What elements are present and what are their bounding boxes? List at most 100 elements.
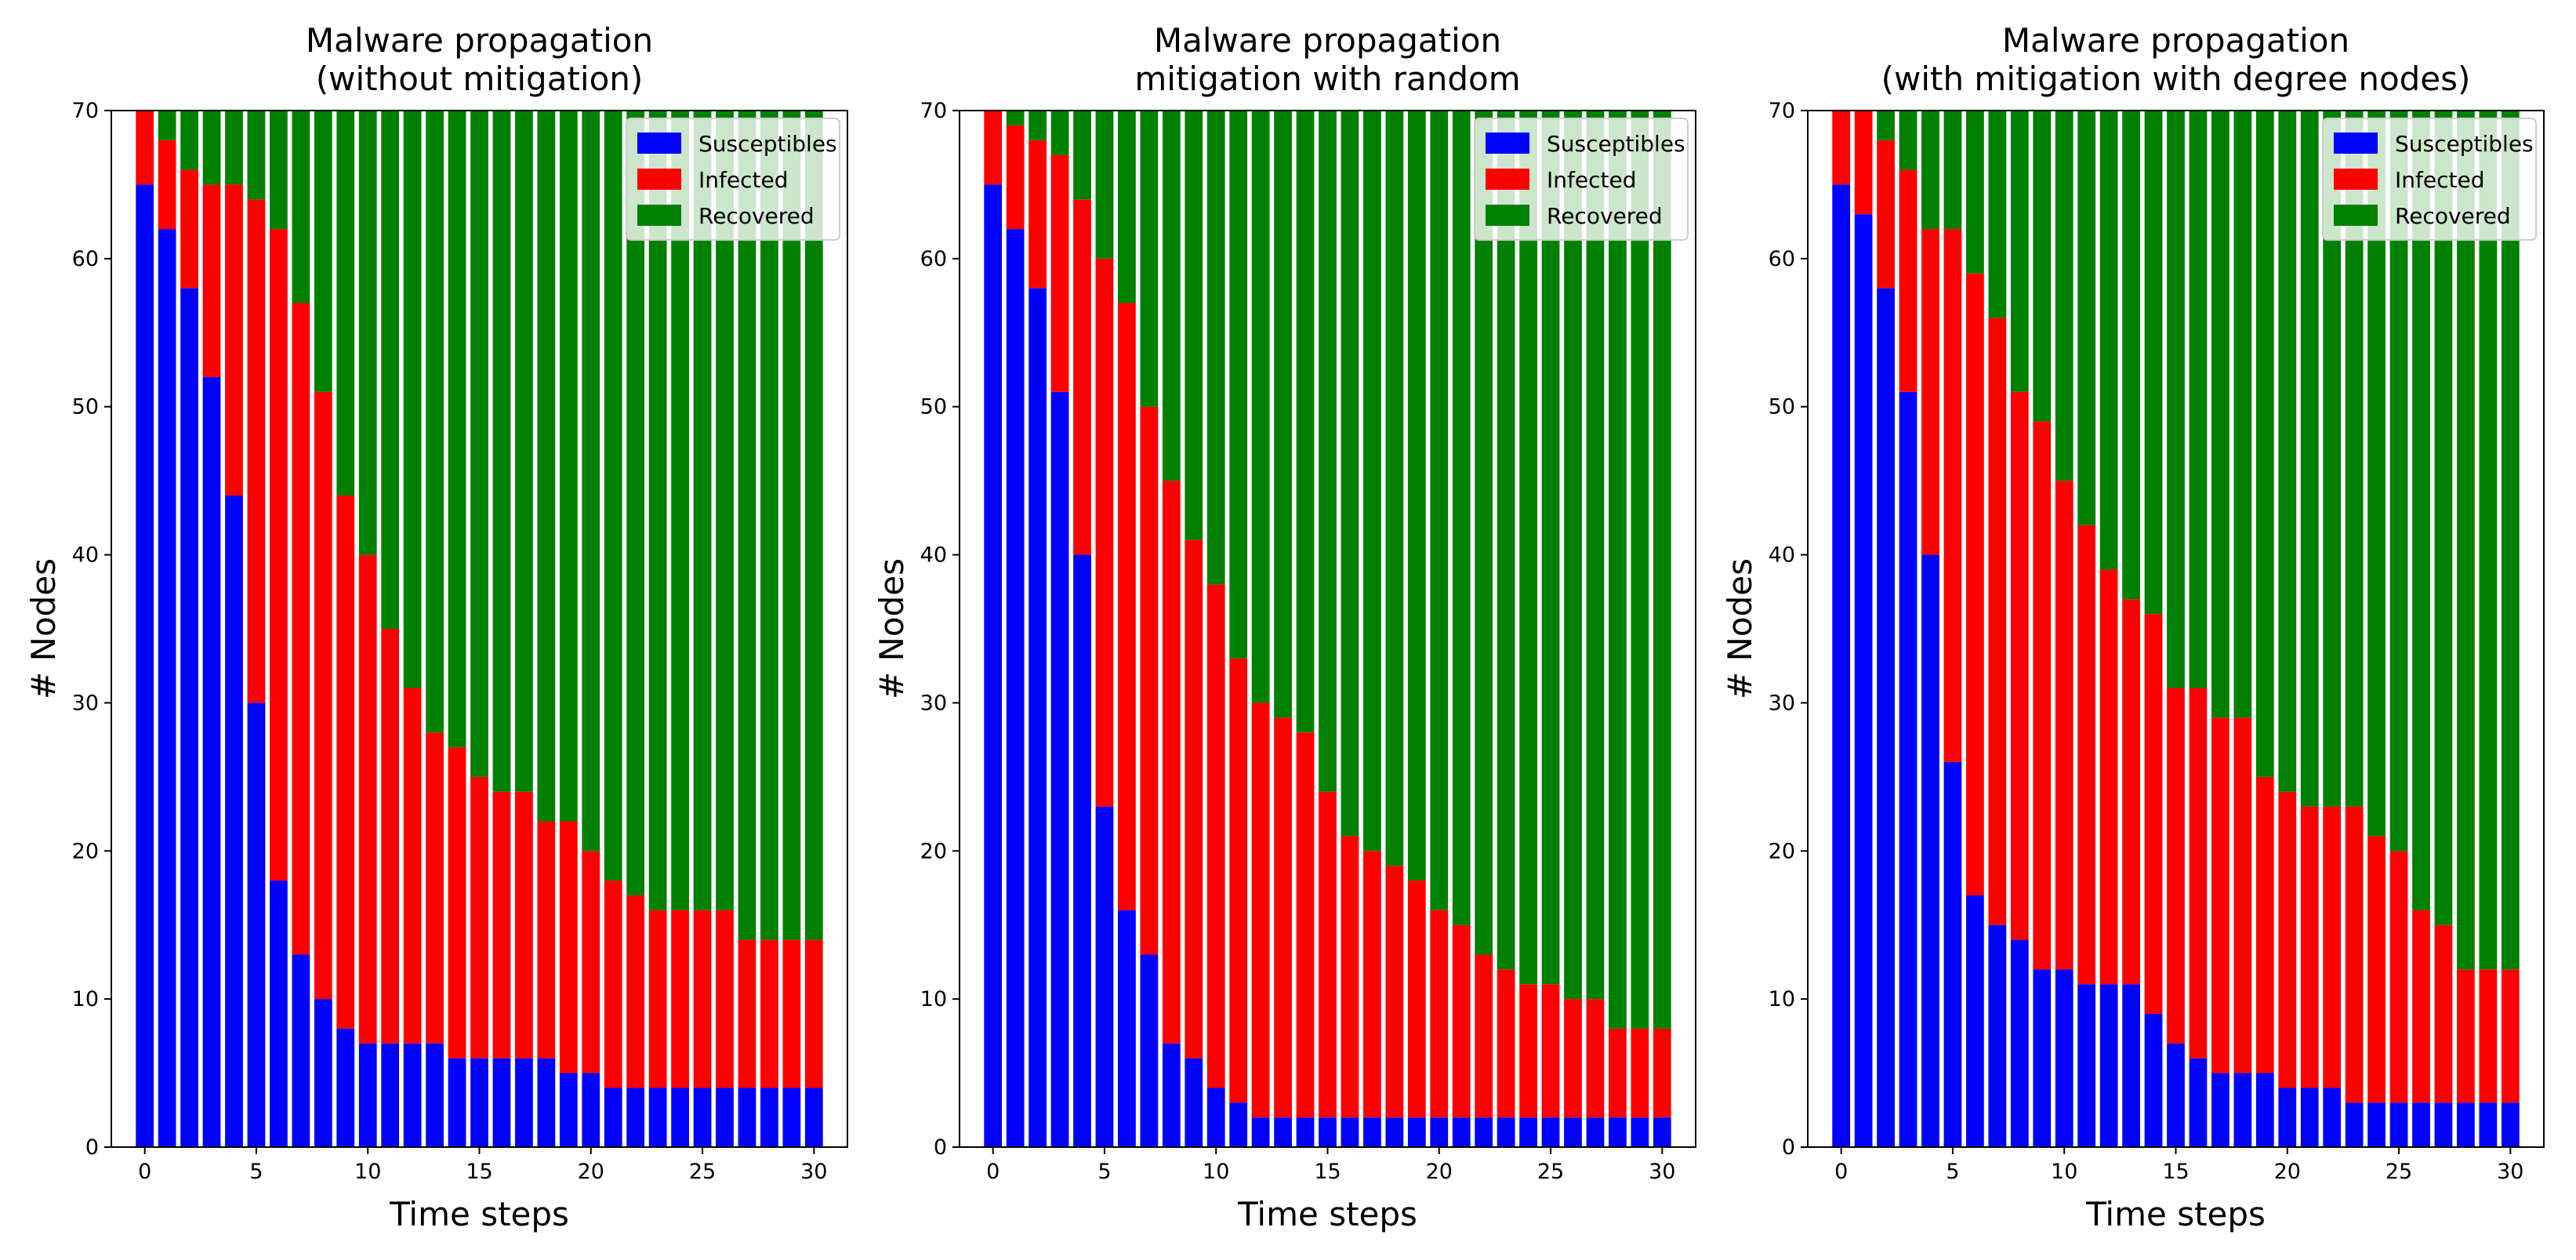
bar-susceptibles-t3: [202, 376, 221, 1147]
bar-recovered-t27: [1586, 111, 1605, 1000]
bar-recovered-t26: [1564, 111, 1582, 1000]
bar-recovered-t10: [358, 111, 377, 555]
y-tick-label: 40: [1769, 543, 1795, 568]
y-tick-label: 50: [1769, 395, 1795, 419]
bar-susceptibles-t13: [1274, 1117, 1292, 1147]
bar-infected-t1: [158, 140, 176, 230]
bar-recovered-t15: [470, 111, 488, 777]
bar-infected-t11: [1229, 658, 1248, 1103]
bar-susceptibles-t14: [1296, 1117, 1315, 1147]
bar-susceptibles-t4: [225, 496, 243, 1147]
chart-title-line: (without mitigation): [316, 60, 644, 98]
bar-recovered-t11: [1229, 111, 1248, 659]
x-tick-label: 25: [2386, 1160, 2412, 1184]
bar-susceptibles-t5: [1095, 806, 1114, 1147]
bars-group: [136, 111, 823, 1147]
y-tick-label: 10: [72, 987, 99, 1011]
bar-infected-t6: [1966, 273, 1984, 895]
bars-group: [1832, 111, 2520, 1147]
bar-susceptibles-t14: [448, 1058, 466, 1147]
bar-infected-t21: [2300, 806, 2319, 1088]
chart-title-line: Malware propagation: [1154, 21, 1501, 60]
bar-infected-t1: [1006, 125, 1025, 230]
bar-susceptibles-t25: [693, 1088, 712, 1147]
bar-susceptibles-t16: [2189, 1058, 2208, 1147]
bar-recovered-t10: [1206, 111, 1225, 585]
bar-recovered-t12: [1251, 111, 1270, 703]
bar-infected-t26: [1564, 999, 1582, 1118]
bar-recovered-t15: [2167, 111, 2185, 688]
y-tick-label: 70: [920, 99, 947, 123]
bar-infected-t1: [1854, 111, 1873, 215]
bar-recovered-t22: [2323, 111, 2342, 807]
bar-recovered-t19: [2255, 111, 2274, 777]
bar-susceptibles-t28: [1609, 1117, 1627, 1147]
bar-susceptibles-t29: [1631, 1117, 1649, 1147]
bar-infected-t5: [1095, 258, 1114, 807]
bar-infected-t26: [716, 910, 734, 1088]
bar-recovered-t4: [225, 111, 243, 185]
bar-susceptibles-t29: [782, 1088, 801, 1147]
bar-susceptibles-t12: [1251, 1117, 1270, 1147]
bar-infected-t11: [2077, 525, 2096, 985]
bar-recovered-t4: [1921, 111, 1939, 230]
bar-susceptibles-t14: [2144, 1014, 2163, 1147]
bar-recovered-t7: [1988, 111, 2007, 318]
bar-recovered-t30: [1653, 111, 1671, 1029]
bar-recovered-t20: [1430, 111, 1449, 910]
bar-recovered-t20: [582, 111, 600, 851]
bar-infected-t6: [1118, 303, 1136, 910]
bar-susceptibles-t25: [2389, 1102, 2408, 1147]
legend-swatch-susceptibles: [2334, 133, 2378, 154]
bar-susceptibles-t15: [2167, 1043, 2185, 1147]
bar-recovered-t17: [2211, 111, 2230, 718]
chart-title-line: mitigation with random: [1134, 60, 1520, 98]
bar-recovered-t19: [1407, 111, 1426, 881]
bar-infected-t17: [2211, 717, 2230, 1073]
bar-infected-t21: [1452, 924, 1471, 1118]
bar-recovered-t9: [1185, 111, 1203, 540]
bar-infected-t22: [1475, 954, 1493, 1118]
bar-susceptibles-t30: [2501, 1102, 2520, 1147]
bar-infected-t24: [2367, 836, 2386, 1103]
bar-infected-t16: [492, 791, 511, 1058]
x-tick-label: 0: [138, 1160, 151, 1184]
bar-susceptibles-t7: [292, 954, 310, 1147]
bar-infected-t23: [2345, 806, 2364, 1103]
y-axis-label: # Nodes: [24, 558, 63, 699]
y-tick-label: 50: [72, 395, 99, 419]
legend-label-susceptibles: Susceptibles: [698, 131, 837, 157]
bar-infected-t18: [2233, 717, 2252, 1073]
bar-infected-t13: [2122, 599, 2140, 985]
bar-infected-t8: [314, 391, 332, 1000]
legend-swatch-susceptibles: [637, 133, 681, 154]
bar-infected-t27: [738, 939, 756, 1088]
bar-susceptibles-t12: [2099, 984, 2118, 1147]
bar-susceptibles-t10: [2055, 969, 2073, 1147]
chart-title-line: Malware propagation: [2002, 21, 2349, 60]
bar-susceptibles-t11: [381, 1043, 400, 1147]
bar-infected-t14: [2144, 614, 2163, 1015]
legend: Susceptibles Infected Recovered: [626, 118, 840, 241]
bar-susceptibles-t11: [1229, 1102, 1248, 1147]
bar-infected-t14: [1296, 732, 1315, 1118]
y-tick-label: 0: [934, 1135, 947, 1160]
x-tick-label: 30: [2497, 1160, 2523, 1184]
legend-label-infected: Infected: [2395, 167, 2484, 193]
bar-recovered-t25: [2389, 111, 2408, 851]
bar-susceptibles-t11: [2077, 984, 2096, 1147]
bar-infected-t17: [1363, 851, 1381, 1118]
bar-recovered-t5: [1095, 111, 1114, 259]
bar-infected-t4: [1921, 229, 1939, 555]
bar-recovered-t14: [448, 111, 466, 748]
y-tick-label: 0: [1782, 1135, 1795, 1160]
legend-label-infected: Infected: [1547, 167, 1636, 193]
bar-recovered-t24: [671, 111, 689, 910]
bar-susceptibles-t27: [2434, 1102, 2453, 1147]
chart-panel-2: 0 5 10 15 20 25 30 0 10 20 30 40 50 60 70 Time steps # N…: [873, 21, 1696, 1233]
bar-recovered-t16: [1341, 111, 1359, 837]
bar-susceptibles-t30: [804, 1088, 823, 1147]
bar-infected-t11: [381, 629, 400, 1044]
bar-recovered-t6: [1966, 111, 1984, 274]
